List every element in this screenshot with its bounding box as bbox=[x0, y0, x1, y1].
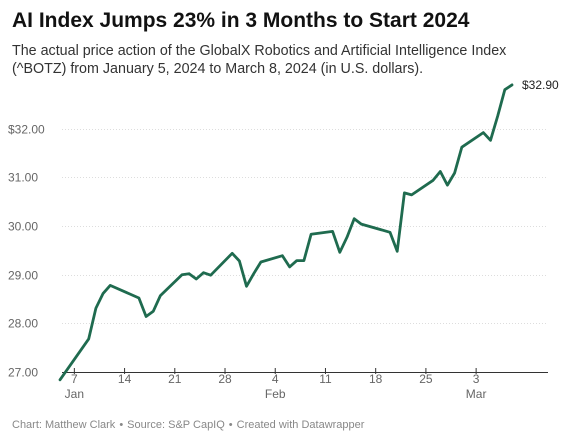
footer-separator: • bbox=[119, 419, 124, 431]
y-tick-label: $32.00 bbox=[8, 123, 45, 137]
x-month-label: Mar bbox=[466, 387, 487, 401]
footer-separator: • bbox=[228, 419, 233, 431]
end-value-label: $32.90 bbox=[522, 78, 559, 92]
x-month-label: Jan bbox=[65, 387, 84, 401]
y-tick-label: 31.00 bbox=[8, 171, 38, 185]
series-line bbox=[58, 83, 514, 382]
x-tick-label: 18 bbox=[369, 372, 383, 386]
x-tick-label: 25 bbox=[419, 372, 433, 386]
chart-credit: Chart: Matthew Clark bbox=[12, 419, 116, 431]
x-month-label: Feb bbox=[265, 387, 286, 401]
grid-lines bbox=[62, 129, 548, 373]
x-tick-label: 21 bbox=[168, 372, 182, 386]
chart-source: Source: S&P CapIQ bbox=[127, 419, 225, 431]
label-layer: $32.90 bbox=[522, 78, 559, 92]
chart-subtitle: The actual price action of the GlobalX R… bbox=[12, 43, 507, 77]
series-layer bbox=[58, 83, 514, 382]
y-axis-ticks: 27.00 28.00 29.00 30.00 31.00 $32.00 bbox=[8, 123, 45, 380]
y-tick-label: 29.00 bbox=[8, 269, 38, 283]
x-tick-label: 4 bbox=[272, 372, 279, 386]
y-tick-label: 28.00 bbox=[8, 317, 38, 331]
x-tick-label: 28 bbox=[218, 372, 232, 386]
x-tick-label: 14 bbox=[118, 372, 132, 386]
chart-title: AI Index Jumps 23% in 3 Months to Start … bbox=[12, 9, 470, 32]
x-tick-label: 3 bbox=[473, 372, 480, 386]
chart-tool-credit: Created with Datawrapper bbox=[236, 419, 365, 431]
x-tick-label: 7 bbox=[71, 372, 78, 386]
y-tick-label: 30.00 bbox=[8, 220, 38, 234]
y-tick-label: 27.00 bbox=[8, 366, 38, 380]
x-tick-label: 11 bbox=[319, 372, 332, 386]
chart-footer: Chart: Matthew Clark • Source: S&P CapIQ • C… bbox=[12, 418, 364, 432]
